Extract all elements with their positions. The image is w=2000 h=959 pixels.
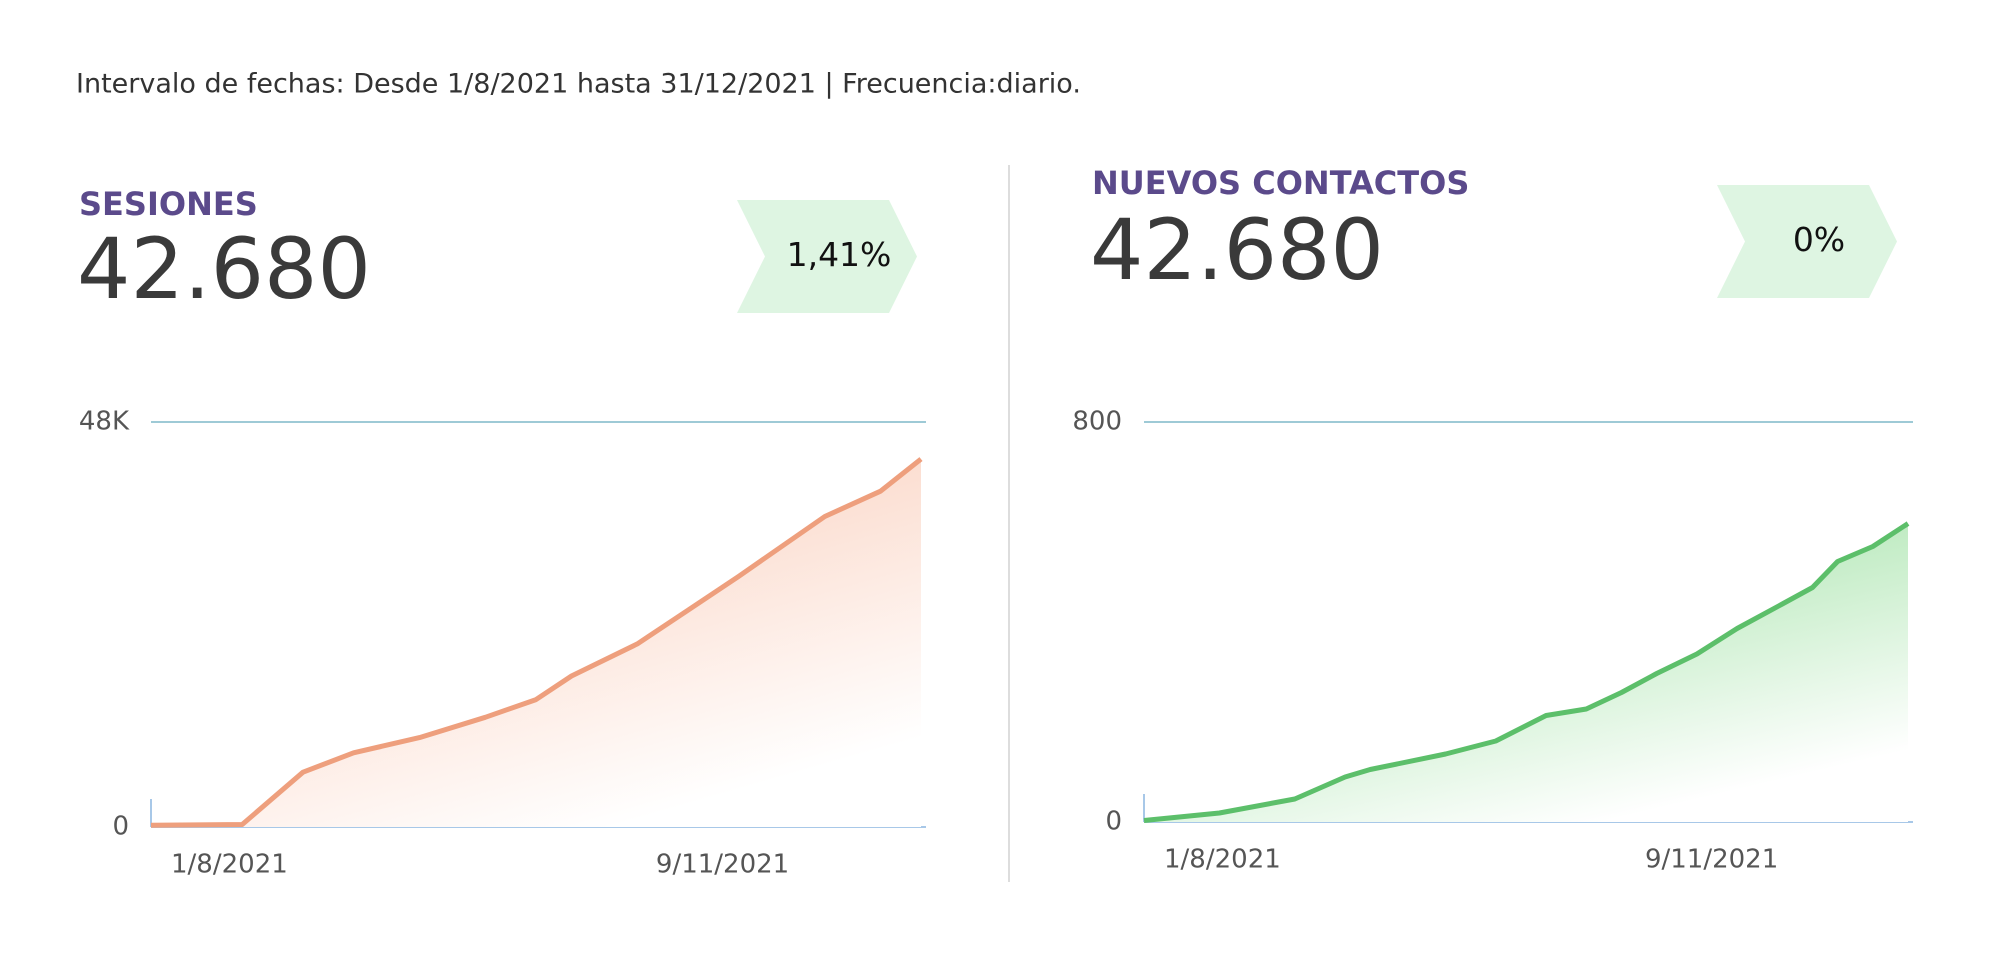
panel-title: SESIONES	[79, 185, 258, 223]
y-tick-label: 800	[1072, 407, 1122, 437]
x-tick-label: 1/8/2021	[1164, 845, 1281, 875]
y-tick-label: 0	[1105, 807, 1122, 837]
change-badge	[737, 200, 917, 313]
area-fill	[151, 459, 921, 827]
y-tick-label: 48K	[79, 407, 130, 437]
panel-title: NUEVOS CONTACTOS	[1092, 164, 1469, 202]
total-value: 42.680	[1090, 201, 1384, 299]
area-line	[1143, 521, 1910, 823]
change-value: 1,41%	[787, 235, 892, 274]
change-badge	[1717, 185, 1897, 298]
y-tick-label: 0	[112, 812, 129, 842]
x-tick-label: 1/8/2021	[171, 850, 288, 880]
date-range: Intervalo de fechas: Desde 1/8/2021 hast…	[76, 69, 1081, 100]
area-fill	[1144, 523, 1908, 822]
total-value: 42.680	[77, 220, 371, 318]
x-tick-label: 9/11/2021	[1645, 845, 1778, 875]
change-value: 0%	[1793, 220, 1845, 259]
x-tick-label: 9/11/2021	[656, 850, 789, 880]
area-line	[150, 457, 923, 828]
